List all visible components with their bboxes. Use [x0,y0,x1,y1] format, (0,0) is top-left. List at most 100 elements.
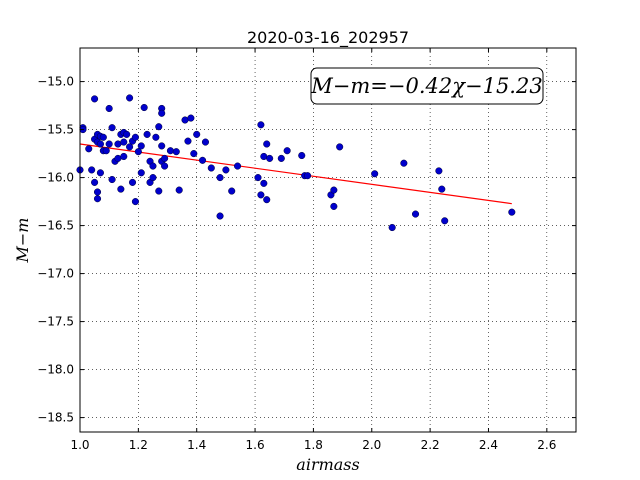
data-point [172,148,180,156]
data-point [137,142,145,150]
data-point [187,114,195,122]
data-point [158,109,166,117]
data-point [216,212,224,220]
fit-line-group [79,143,512,205]
chart-title: 2020-03-16_202957 [247,28,409,48]
data-point [126,143,134,151]
grid-lines [79,48,576,432]
data-point [336,143,344,151]
y-tick-label: −18.5 [37,411,74,425]
x-tick-label: 1.4 [187,438,206,452]
data-point [254,174,262,182]
y-tick-label: −16.0 [37,171,74,185]
data-point [99,133,107,141]
data-point [123,130,131,138]
data-point [283,147,291,155]
data-point [201,138,210,146]
data-point [266,154,274,162]
data-point [166,147,174,155]
data-point [108,175,116,184]
y-tick-label: −18.0 [37,363,74,377]
data-point [371,170,379,178]
data-point [131,198,139,206]
fit-equation-box: M−m=−0.42χ−15.23 [310,67,544,105]
y-tick-label: −15.5 [37,123,74,137]
x-tick-label: 1.8 [304,438,323,452]
data-point [134,148,142,156]
data-point [88,166,96,174]
data-point [190,150,198,158]
data-point [400,159,408,167]
data-point [120,152,128,161]
data-point [193,130,201,138]
data-point [149,174,157,182]
x-tick-label: 1.0 [70,438,89,452]
data-point [298,151,306,160]
x-tick-label: 2.0 [362,438,381,452]
x-tick-label: 2.6 [537,438,556,452]
data-point [435,167,443,175]
data-point [105,104,113,113]
data-point [277,154,285,162]
data-point [155,187,163,195]
data-point [388,223,396,232]
data-point [234,162,242,170]
data-point [102,147,110,155]
data-point [108,124,116,132]
data-point [96,140,104,148]
y-tick-label: −15.0 [37,75,74,89]
data-point [330,202,338,210]
data-point [198,156,207,164]
data-point [128,178,137,186]
data-point [207,164,215,172]
y-tick-label: −17.0 [37,267,74,281]
data-point [93,188,102,196]
data-point [140,103,148,112]
data-points [76,94,516,232]
data-point [263,140,271,148]
axis-ticks [79,48,576,432]
data-point [105,140,113,148]
x-tick-label: 2.2 [421,438,440,452]
x-tick-labels: 1.0 1.2 1.4 1.6 1.8 2.0 2.2 2.4 2.6 [70,438,556,452]
data-point [155,123,163,131]
data-point [120,138,128,146]
data-point [149,162,157,170]
fit-equation-label: M−m=−0.42χ−15.23 [310,74,542,98]
data-point [441,217,449,225]
data-point [85,145,93,153]
data-point [228,187,236,195]
data-point [508,208,516,216]
x-tick-label: 1.6 [246,438,265,452]
x-axis-label: airmass [296,455,359,474]
data-point [304,172,312,180]
data-point [257,121,265,129]
data-point [257,191,265,199]
x-tick-label: 1.2 [129,438,148,452]
y-tick-label: −16.5 [37,219,74,233]
data-point [96,169,104,177]
data-point [161,154,169,162]
data-point [216,174,224,182]
data-point [117,185,125,193]
x-tick-label: 2.4 [479,438,498,452]
fit-line [79,143,512,205]
data-point [260,179,268,187]
fit-equation-frame [310,67,544,105]
data-point [438,185,446,193]
data-point [222,166,230,174]
y-tick-labels: −15.0 −15.5 −16.0 −16.5 −17.0 −17.5 −18.0 −18.5 [37,75,74,425]
data-point [143,130,151,138]
data-point [158,142,166,150]
data-point [184,137,192,145]
data-point [91,178,99,186]
data-point [91,95,99,103]
data-point [330,186,338,194]
data-point [175,186,183,194]
y-tick-label: −17.5 [37,315,74,329]
y-axis-label: M−m [13,218,32,264]
data-point [411,210,420,218]
data-point [137,169,145,177]
data-point [126,94,134,102]
